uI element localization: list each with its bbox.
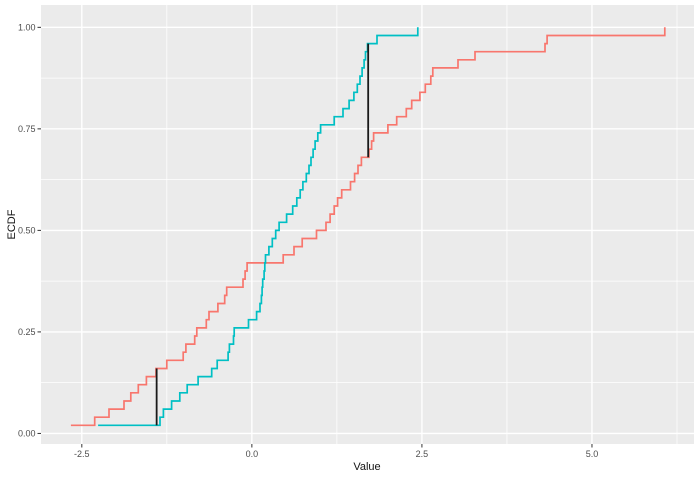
axis-tick-labels: -2.5 0.0 2.5 5.0 0.00 0.25 0.50 0.75 1.00 — [18, 22, 598, 459]
y-tick-label: 0.25 — [18, 327, 36, 337]
axis-tick-marks — [37, 26, 593, 448]
x-tick-label: -2.5 — [74, 449, 90, 459]
x-tick-label: 2.5 — [416, 449, 429, 459]
ecdf-line-series-red — [70, 27, 666, 427]
grid-minor-lines — [41, 5, 694, 444]
y-axis-title: ECDF — [6, 209, 18, 239]
x-tick-label: 5.0 — [586, 449, 599, 459]
grid-major-lines — [41, 5, 694, 444]
x-tick-label: 0.0 — [246, 449, 259, 459]
y-tick-label: 0.50 — [18, 225, 36, 235]
x-axis-title: Value — [353, 461, 380, 473]
ecdf-line-series-cyan — [98, 27, 419, 427]
y-tick-label: 1.00 — [18, 22, 36, 32]
ecdf-series-lines — [70, 27, 666, 427]
ks-distance-segments — [155, 43, 370, 426]
y-tick-label: 0.00 — [18, 428, 36, 438]
y-tick-label: 0.75 — [18, 124, 36, 134]
